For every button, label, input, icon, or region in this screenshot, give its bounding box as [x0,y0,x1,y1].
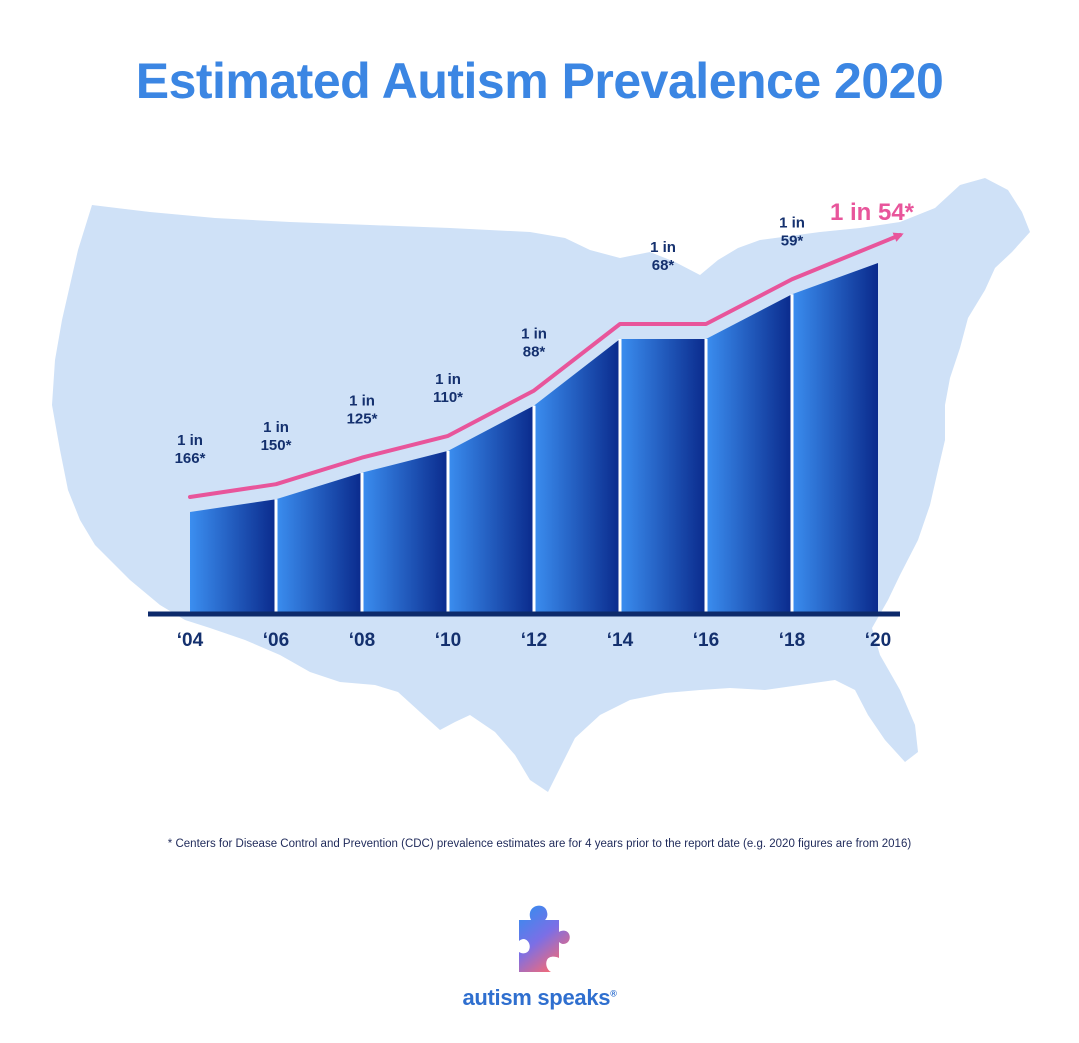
data-label: 1 in [349,393,375,410]
x-tick-label: ‘14 [607,630,634,651]
x-tick-label: ‘06 [263,630,289,651]
bar-segment [362,450,448,612]
data-label: 88* [523,344,546,361]
data-label: 1 in [521,326,547,343]
bar-segment [534,338,620,612]
data-label: 150* [261,437,292,454]
footnote: * Centers for Disease Control and Preven… [167,838,912,850]
brand-logo: autism speaks® [0,900,1079,1011]
bar-segment [620,338,706,612]
data-label: 110* [433,389,463,406]
data-label: 125* [347,411,378,428]
bar-segment [706,294,792,612]
data-label: 59* [781,232,804,249]
puzzle-piece-icon [518,905,570,972]
x-tick-label: ‘04 [177,630,204,651]
x-tick-label: ‘12 [521,630,547,651]
highlight-label: 1 in 54* [830,199,915,226]
data-label: 1 in [650,239,676,256]
bar-segment [190,499,276,612]
trend-line [188,232,904,499]
brand-name: autism speaks® [462,985,617,1010]
data-label: 1 in [779,214,805,231]
x-tick-label: ‘08 [349,630,375,651]
data-label: 1 in [435,371,461,388]
x-tick-label: ‘16 [693,630,719,651]
bar-segment [276,472,362,612]
data-label: 166* [175,450,206,467]
x-tick-label: ‘20 [865,630,891,651]
data-label: 68* [652,257,675,274]
x-tick-label: ‘10 [435,630,461,651]
x-tick-label: ‘18 [779,630,805,651]
chart-title: Estimated Autism Prevalence 2020 [135,53,944,109]
bar-segment [792,263,878,612]
data-label: 1 in [177,432,203,449]
data-label: 1 in [263,419,289,436]
bar-segment [448,405,534,612]
